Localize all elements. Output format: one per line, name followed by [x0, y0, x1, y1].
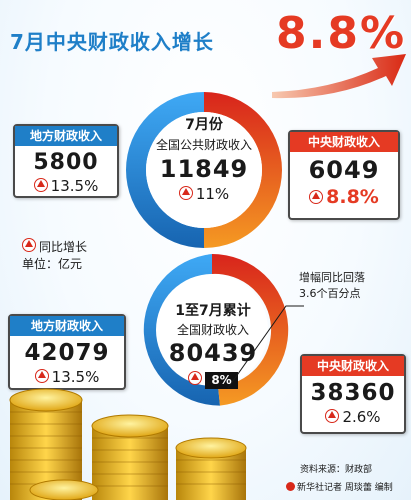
ytd-central-growth-row: 2.6%	[302, 408, 404, 426]
legend-growth: 同比增长	[39, 240, 88, 254]
july-central-label: 中央财政收入	[290, 132, 398, 152]
july-central-growth: 8.8%	[326, 186, 379, 208]
july-central-growth-row: 8.8%	[290, 186, 398, 208]
up-triangle-icon	[309, 190, 324, 204]
ytd-donut	[143, 253, 289, 406]
july-central-box: 中央财政收入 6049 8.8%	[288, 130, 400, 220]
ytd-center: 1至7月累计 全国财政收入 80439 8%	[150, 300, 276, 389]
july-period: 7月份	[185, 117, 223, 133]
note-line2: 3.6个百分点	[299, 287, 361, 300]
ytd-center-label: 全国财政收入	[176, 323, 249, 337]
up-triangle-icon	[325, 409, 340, 423]
ytd-center-growth: 8%	[205, 372, 238, 389]
ytd-central-growth: 2.6%	[342, 408, 381, 426]
up-triangle-icon	[178, 186, 193, 200]
ytd-center-growth-row: 8%	[150, 369, 276, 389]
note-line1: 增幅同比回落	[299, 271, 365, 284]
july-local-box: 地方财政收入 5800 13.5%	[13, 124, 119, 198]
july-center-growth-row: 11%	[140, 185, 268, 203]
july-local-growth-row: 13.5%	[15, 177, 117, 195]
july-center-label: 全国公共财政收入	[155, 138, 252, 152]
ytd-local-growth: 13.5%	[51, 368, 100, 386]
legend-unit: 单位：亿元	[22, 257, 83, 271]
ytd-local-label: 地方财政收入	[10, 316, 124, 336]
ytd-central-label: 中央财政收入	[302, 356, 404, 376]
coins-stack-icon	[9, 388, 247, 500]
ytd-local-box: 地方财政收入 42079 13.5%	[8, 314, 126, 390]
july-center-growth: 11%	[195, 185, 230, 203]
xinhua-logo-icon	[286, 482, 295, 491]
callout-line	[227, 305, 304, 389]
ytd-local-growth-row: 13.5%	[10, 368, 124, 386]
july-donut	[126, 92, 282, 248]
july-local-growth: 13.5%	[50, 177, 99, 195]
headline-percent: 8.8%	[276, 8, 407, 59]
up-triangle-icon	[34, 369, 49, 383]
july-local-value: 5800	[33, 150, 99, 175]
july-local-label: 地方财政收入	[15, 126, 117, 146]
credit-text: 新华社记者 周琰蕾 编制	[297, 483, 393, 493]
july-center-value: 11849	[159, 155, 249, 183]
july-center: 7月份 全国公共财政收入 11849 11%	[140, 114, 268, 203]
growth-note: 增幅同比回落 3.6个百分点	[299, 270, 365, 302]
legend-growth-row: 同比增长	[22, 238, 87, 256]
up-triangle-icon	[33, 178, 48, 192]
ytd-center-value: 80439	[168, 339, 258, 367]
page-title: 7月中央财政收入增长	[10, 30, 214, 54]
curved-arrow-icon	[272, 54, 406, 99]
up-triangle-icon	[188, 371, 203, 385]
legend: 同比增长 单位：亿元	[22, 238, 87, 273]
ytd-local-value: 42079	[24, 340, 110, 366]
ytd-period: 1至7月累计	[175, 303, 251, 319]
ytd-central-box: 中央财政收入 38360 2.6%	[300, 354, 406, 434]
july-central-value: 6049	[308, 156, 380, 184]
credit-row: 新华社记者 周琰蕾 编制	[286, 480, 393, 493]
up-triangle-icon	[22, 238, 36, 252]
ytd-central-value: 38360	[310, 380, 396, 406]
source-text: 资料来源：财政部	[300, 465, 373, 475]
